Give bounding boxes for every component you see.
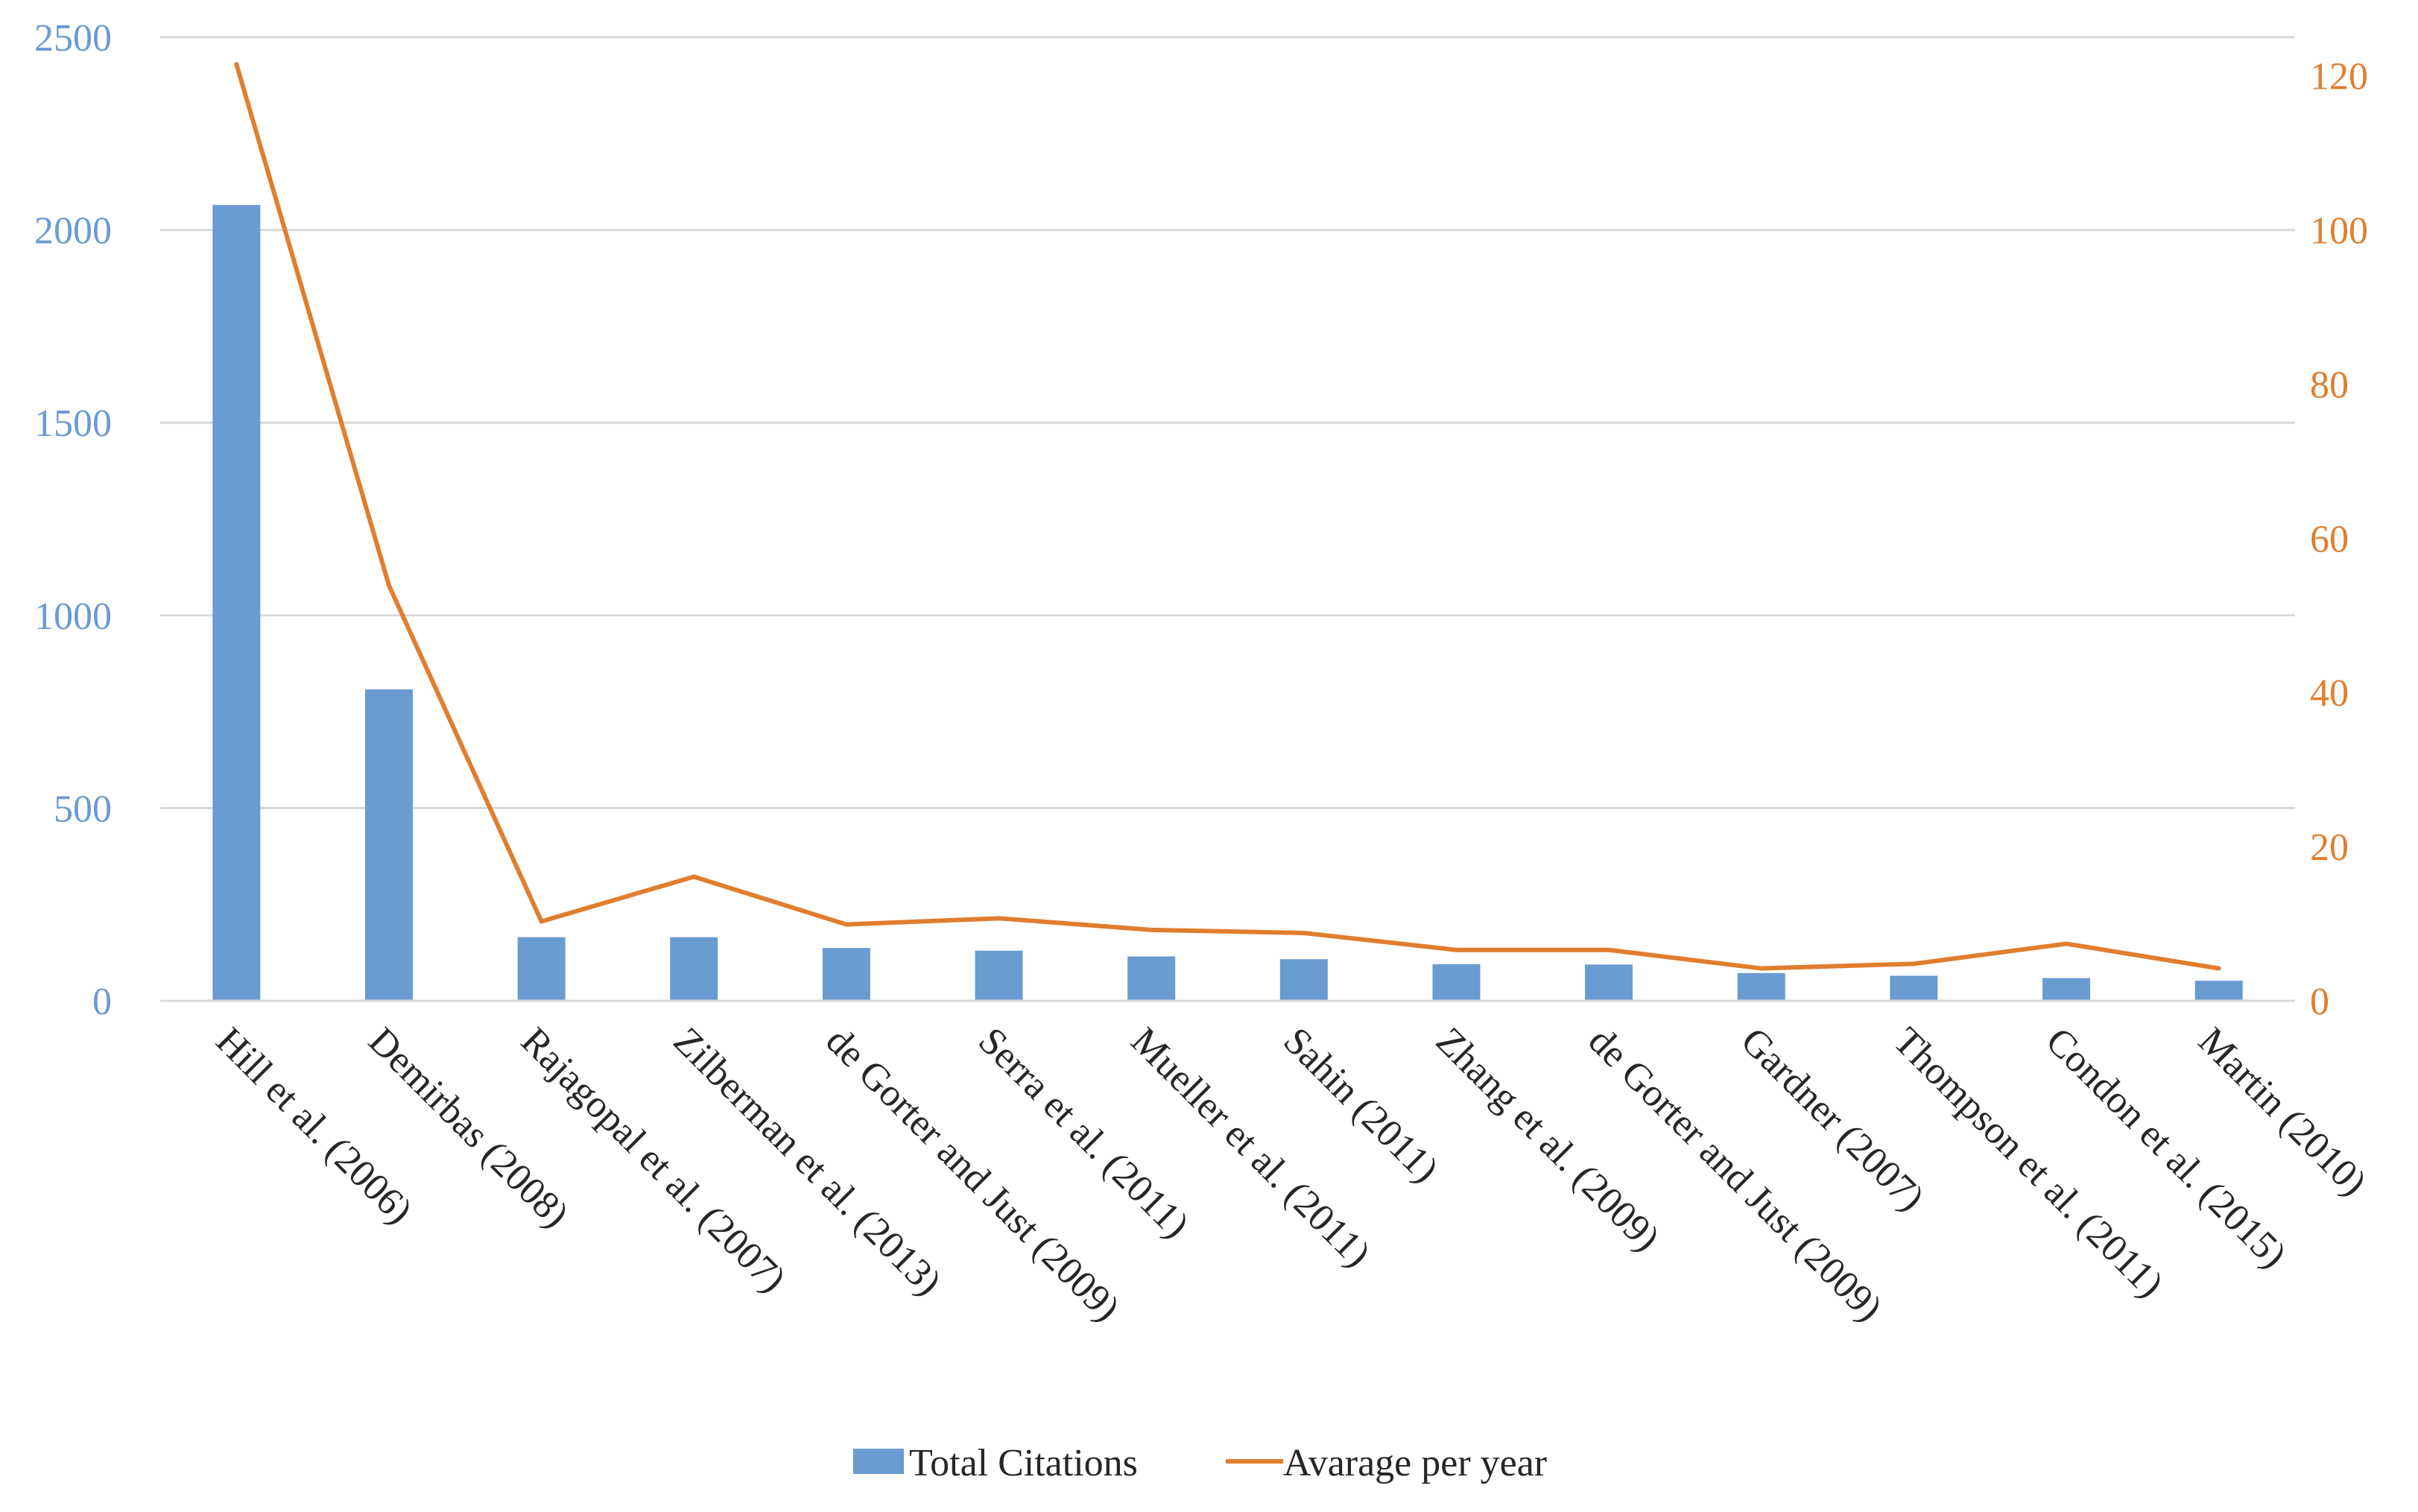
category-label: Rajagopal et al. (2007) [513,1019,794,1300]
line-point [2064,941,2069,946]
bar [517,937,566,1001]
right-tick-label: 120 [2310,56,2368,98]
bar [975,950,1023,1001]
bar [1279,959,1328,1001]
bar [1737,972,1785,1001]
right-tick-label: 100 [2310,210,2368,253]
category-label: Sahin (2011) [1275,1019,1446,1191]
right-tick-label: 0 [2310,981,2329,1023]
line-point [844,922,849,927]
line-point [691,874,697,879]
bar [364,689,413,1001]
bar [1585,964,1633,1001]
legend-swatch-total-citations [853,1449,904,1474]
bar [670,937,718,1001]
category-axis: Hill et al. (2006)Demirbas (2008)Rajagop… [160,999,2375,1329]
line-point [1911,961,1917,967]
left-tick-label: 1500 [34,402,112,445]
line-point [539,919,544,924]
right-tick-label: 60 [2310,518,2349,560]
category-label: Thompson et al. (2011) [1885,1019,2171,1306]
line-point [1607,947,1612,952]
right-tick-label: 40 [2310,672,2349,715]
gridlines [160,36,2295,809]
right-axis: 0 20 40 60 80 100 120 [2310,56,2368,1023]
line-point [1149,927,1154,932]
bar [2042,978,2091,1001]
left-tick-label: 2000 [34,210,112,253]
line-point [1454,947,1459,952]
bar [1890,975,1938,1001]
bar [1432,964,1481,1001]
bar [1127,956,1176,1001]
left-tick-label: 1000 [34,595,112,638]
legend: Total Citations Avarage per year [853,1442,1547,1484]
legend-label-total-citations: Total Citations [909,1442,1138,1484]
bar-series-total-citations [212,204,2243,1002]
category-label: de Gorter and Just (2009) [817,1019,1127,1329]
left-tick-label: 2500 [34,17,112,60]
right-tick-label: 80 [2310,364,2349,406]
bar [822,948,870,1001]
series-line [234,63,2220,971]
line-point [1759,966,1764,971]
legend-label-average-per-year: Avarage per year [1283,1442,1547,1484]
left-tick-label: 0 [92,981,112,1023]
line-series-average-per-year [234,62,2221,971]
left-axis: 0 500 1000 1500 2000 2500 [34,17,112,1023]
bar [212,204,261,1002]
line-point [996,916,1001,921]
line-point [234,62,239,67]
category-label: de Gorter and Just (2009) [1580,1019,1890,1329]
bar [2194,981,2243,1001]
left-tick-label: 500 [54,788,112,830]
right-tick-label: 20 [2310,826,2349,869]
line-point [1301,930,1306,935]
category-label: Zilberman et al. (2013) [665,1019,949,1303]
line-point [2216,966,2221,971]
line-point [386,583,391,588]
